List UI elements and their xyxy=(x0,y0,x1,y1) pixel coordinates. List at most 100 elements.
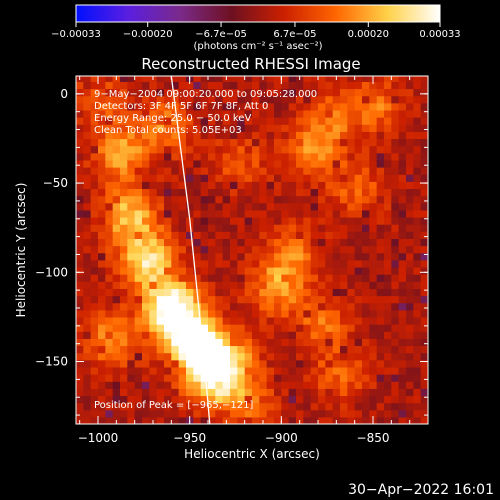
heatmap-cell xyxy=(156,295,165,304)
heatmap-cell xyxy=(303,381,312,389)
heatmap-cell xyxy=(90,302,99,311)
heatmap-cell xyxy=(259,302,268,311)
heatmap-cell xyxy=(127,231,136,240)
heatmap-cell xyxy=(413,102,422,111)
heatmap-cell xyxy=(193,216,202,225)
heatmap-cell xyxy=(142,302,150,311)
heatmap-cell xyxy=(134,216,143,225)
heatmap-cell xyxy=(178,195,187,204)
heatmap-cell xyxy=(288,409,297,418)
heatmap-cell xyxy=(193,309,202,318)
heatmap-cell xyxy=(134,95,143,104)
heatmap-cell xyxy=(332,195,341,204)
heatmap-cell xyxy=(186,281,194,289)
heatmap-cell xyxy=(149,231,158,240)
heatmap-cell xyxy=(149,266,158,275)
heatmap-cell xyxy=(178,266,187,275)
heatmap-cell xyxy=(193,338,202,347)
heatmap-cell xyxy=(90,402,99,411)
heatmap-cell xyxy=(384,167,392,175)
heatmap-cell xyxy=(222,81,231,90)
heatmap-cell xyxy=(237,81,246,90)
heatmap-cell xyxy=(178,381,187,389)
heatmap-cell xyxy=(398,152,407,161)
heatmap-cell xyxy=(142,388,150,397)
heatmap-cell xyxy=(120,274,128,282)
heatmap-cell xyxy=(310,109,319,118)
heatmap-cell xyxy=(156,224,165,232)
heatmap-cell xyxy=(208,95,216,104)
heatmap-cell xyxy=(244,195,253,204)
heatmap-cell xyxy=(266,231,275,240)
heatmap-cell xyxy=(391,409,400,418)
heatmap-cell xyxy=(208,395,216,404)
heatmap-cell xyxy=(384,416,392,424)
heatmap-cell xyxy=(406,109,414,118)
heatmap-cell xyxy=(230,352,238,361)
heatmap-cell xyxy=(186,181,194,190)
heatmap-cell xyxy=(164,102,172,111)
heatmap-cell xyxy=(296,252,304,261)
heatmap-cell xyxy=(398,274,407,282)
heatmap-cell xyxy=(303,395,312,404)
heatmap-cell xyxy=(281,352,290,361)
heatmap-cell xyxy=(288,288,297,297)
heatmap-cell xyxy=(134,338,143,347)
heatmap-cell xyxy=(406,395,414,404)
heatmap-cell xyxy=(332,117,341,125)
heatmap-cell xyxy=(186,324,194,332)
heatmap-cell xyxy=(76,188,84,197)
heatmap-cell xyxy=(288,138,297,147)
heatmap-cell xyxy=(134,266,143,275)
heatmap-cell xyxy=(362,259,370,268)
heatmap-cell xyxy=(105,145,114,154)
heatmap-cell xyxy=(142,331,150,339)
heatmap-cell xyxy=(156,352,165,361)
heatmap-cell xyxy=(186,131,194,140)
heatmap-cell xyxy=(142,202,150,211)
heatmap-cell xyxy=(413,324,422,332)
heatmap-cell xyxy=(288,117,297,125)
heatmap-cell xyxy=(420,302,428,311)
heatmap-cell xyxy=(90,224,99,232)
heatmap-cell xyxy=(310,309,319,318)
heatmap-cell xyxy=(105,95,114,104)
heatmap-cell xyxy=(215,231,224,240)
heatmap-cell xyxy=(406,281,414,289)
heatmap-cell xyxy=(274,76,282,82)
heatmap-cell xyxy=(120,202,128,211)
heatmap-cell xyxy=(347,202,356,211)
heatmap-cell xyxy=(376,152,385,161)
heatmap-cell xyxy=(252,352,260,361)
heatmap-cell xyxy=(281,216,290,225)
heatmap-cell xyxy=(384,159,392,168)
heatmap-cell xyxy=(369,117,378,125)
heatmap-cell xyxy=(318,374,326,382)
heatmap-cell xyxy=(105,366,114,375)
heatmap-cell xyxy=(274,145,282,154)
heatmap-cell xyxy=(406,409,414,418)
heatmap-cell xyxy=(200,188,209,197)
heatmap-cell xyxy=(332,152,341,161)
heatmap-cell xyxy=(318,352,326,361)
heatmap-cell xyxy=(340,316,348,325)
heatmap-cell xyxy=(186,202,194,211)
heatmap-cell xyxy=(281,402,290,411)
heatmap-cell xyxy=(369,102,378,111)
heatmap-cell xyxy=(281,88,290,97)
heatmap-cell xyxy=(215,238,224,247)
heatmap-cell xyxy=(222,359,231,368)
heatmap-cell xyxy=(90,88,99,97)
heatmap-cell xyxy=(362,402,370,411)
heatmap-cell xyxy=(171,316,180,325)
heatmap-cell xyxy=(112,252,121,261)
heatmap-cell xyxy=(112,338,121,347)
heatmap-cell xyxy=(237,331,246,339)
heatmap-cell xyxy=(112,188,121,197)
heatmap-cell xyxy=(222,95,231,104)
heatmap-cell xyxy=(244,259,253,268)
heatmap-cell xyxy=(274,388,282,397)
heatmap-cell xyxy=(208,381,216,389)
heatmap-cell xyxy=(340,395,348,404)
